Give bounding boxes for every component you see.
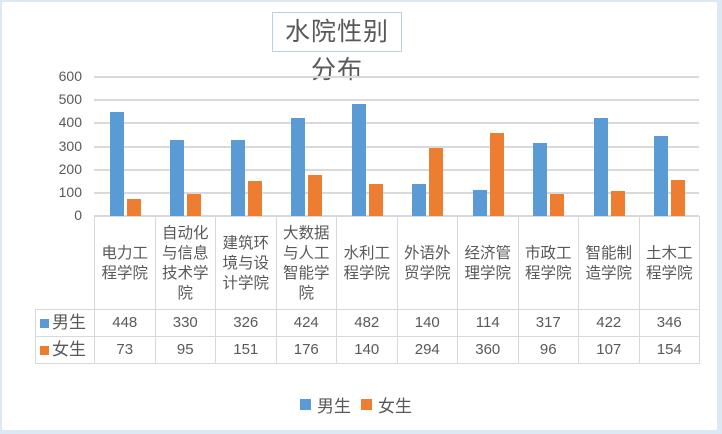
table-value: 360 <box>457 336 519 364</box>
gridline <box>94 122 699 125</box>
table-value: 317 <box>517 309 579 337</box>
legend: 男生 女生 <box>300 392 412 417</box>
y-tick-label: 0 <box>74 207 82 223</box>
y-tick-label: 300 <box>58 137 82 154</box>
legend-label-female: 女生 <box>378 397 412 417</box>
table-value: 422 <box>578 309 640 337</box>
gridline <box>94 76 699 78</box>
legend-label-male: 男生 <box>317 397 351 417</box>
series-swatch <box>40 318 49 328</box>
table-value: 140 <box>336 336 398 364</box>
bar-female <box>610 191 625 216</box>
legend-swatch-male <box>300 399 311 410</box>
category-label: 市政工 程学院 <box>517 216 579 310</box>
table-value: 107 <box>578 336 640 364</box>
category-label: 土木工 程学院 <box>638 216 700 310</box>
series-row-header: 女生 <box>35 336 95 364</box>
y-tick-label: 500 <box>58 91 82 108</box>
bar-female <box>489 132 504 216</box>
bar-male <box>230 140 245 216</box>
table-value: 294 <box>396 336 458 364</box>
table-value: 96 <box>517 336 579 364</box>
category-label: 建筑环 境与设 计学院 <box>215 216 277 310</box>
category-label: 经济管 理学院 <box>457 216 519 310</box>
bar-female <box>368 183 383 216</box>
category-label: 水利工 程学院 <box>336 216 398 310</box>
bar-male <box>472 189 487 216</box>
bar-male <box>533 142 548 216</box>
bar-male <box>593 118 608 216</box>
table-value: 114 <box>457 309 519 337</box>
bar-male <box>291 117 306 216</box>
table-value: 176 <box>275 336 337 364</box>
bar-female <box>429 147 444 216</box>
table-value: 424 <box>275 309 337 337</box>
bar-female <box>671 180 686 216</box>
table-value: 448 <box>94 309 156 337</box>
category-label: 大数据 与人工 智能学院 <box>275 216 337 310</box>
gridline <box>94 99 699 102</box>
series-name: 男生 <box>52 313 86 333</box>
series-swatch <box>40 345 49 355</box>
y-tick-label: 600 <box>58 68 82 84</box>
category-label: 智能制 造学院 <box>578 216 640 310</box>
table-value: 140 <box>396 309 458 337</box>
gridline <box>94 191 699 194</box>
gridline <box>94 145 699 148</box>
bar-female <box>550 193 565 216</box>
table-value: 73 <box>94 336 156 364</box>
series-row-header: 男生 <box>35 309 95 337</box>
table-value: 95 <box>154 336 216 364</box>
y-tick-label: 100 <box>58 183 82 200</box>
bar-female <box>126 199 141 216</box>
category-label: 自动化 与信息 技术学院 <box>154 216 216 310</box>
table-value: 346 <box>638 309 700 337</box>
category-label: 电力工 程学院 <box>94 216 156 310</box>
y-tick-label: 400 <box>58 114 82 131</box>
bar-male <box>109 112 124 216</box>
series-name: 女生 <box>52 340 86 360</box>
table-value: 326 <box>215 309 277 337</box>
bar-female <box>247 181 262 216</box>
bar-male <box>654 135 669 216</box>
table-value: 482 <box>336 309 398 337</box>
gridline <box>94 168 699 171</box>
y-tick-label: 200 <box>58 160 82 177</box>
bar-male <box>412 183 427 216</box>
table-value: 330 <box>154 309 216 337</box>
bar-male <box>351 104 366 216</box>
table-value: 151 <box>215 336 277 364</box>
chart-title: 水院性别分布 <box>272 12 402 84</box>
category-label: 外语外 贸学院 <box>396 216 458 310</box>
bar-female <box>187 193 202 216</box>
table-value: 154 <box>638 336 700 364</box>
bar-female <box>308 175 323 216</box>
legend-swatch-female <box>361 399 372 410</box>
bar-male <box>170 139 185 216</box>
